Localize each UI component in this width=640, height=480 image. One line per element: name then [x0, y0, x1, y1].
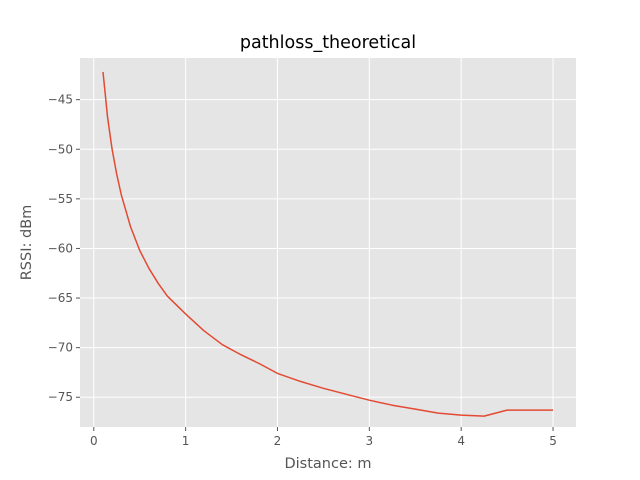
y-tick-label: −70 — [48, 341, 73, 355]
plot-area — [80, 58, 576, 427]
series-line — [102, 71, 553, 417]
y-tick-label: −65 — [48, 291, 73, 305]
y-axis-label: RSSI: dBm — [19, 205, 35, 281]
x-tick-label: 2 — [274, 434, 282, 448]
y-tick-label: −75 — [48, 390, 73, 404]
x-axis-label: Distance: m — [284, 456, 371, 472]
x-tick-label: 0 — [90, 434, 98, 448]
x-tick-label: 5 — [549, 434, 557, 448]
grid — [80, 58, 576, 427]
y-tick-label: −55 — [48, 192, 73, 206]
chart-title: pathloss_theoretical — [240, 33, 416, 53]
series-layer — [102, 71, 553, 417]
y-tick-label: −60 — [48, 241, 73, 255]
tick-labels: 0 1 2 3 4 5 −45 −50 −55 −60 −65 −70 −75 — [48, 93, 557, 448]
y-tick-label: −50 — [48, 142, 73, 156]
x-tick-label: 3 — [366, 434, 374, 448]
y-tick-label: −45 — [48, 93, 73, 107]
x-tick-label: 1 — [182, 434, 190, 448]
x-tick-label: 4 — [457, 434, 465, 448]
